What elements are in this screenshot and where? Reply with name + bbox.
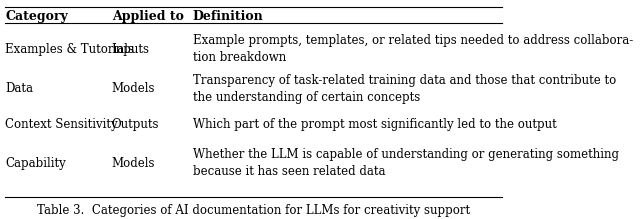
Text: Applied to: Applied to — [111, 10, 184, 23]
Text: Which part of the prompt most significantly led to the output: Which part of the prompt most significan… — [193, 118, 557, 131]
Text: Capability: Capability — [5, 157, 66, 170]
Text: Transparency of task-related training data and those that contribute to
the unde: Transparency of task-related training da… — [193, 74, 616, 104]
Text: Models: Models — [111, 157, 155, 170]
Text: Examples & Tutorials: Examples & Tutorials — [5, 43, 134, 56]
Text: Context Sensitivity: Context Sensitivity — [5, 118, 118, 131]
Text: Outputs: Outputs — [111, 118, 159, 131]
Text: Inputs: Inputs — [111, 43, 150, 56]
Text: Table 3.  Categories of AI documentation for LLMs for creativity support: Table 3. Categories of AI documentation … — [37, 204, 470, 217]
Text: Whether the LLM is capable of understanding or generating something
because it h: Whether the LLM is capable of understand… — [193, 148, 619, 178]
Text: Models: Models — [111, 82, 155, 95]
Text: Data: Data — [5, 82, 33, 95]
Text: Definition: Definition — [193, 10, 264, 23]
Text: Example prompts, templates, or related tips needed to address collabora-
tion br: Example prompts, templates, or related t… — [193, 34, 633, 64]
Text: Category: Category — [5, 10, 68, 23]
